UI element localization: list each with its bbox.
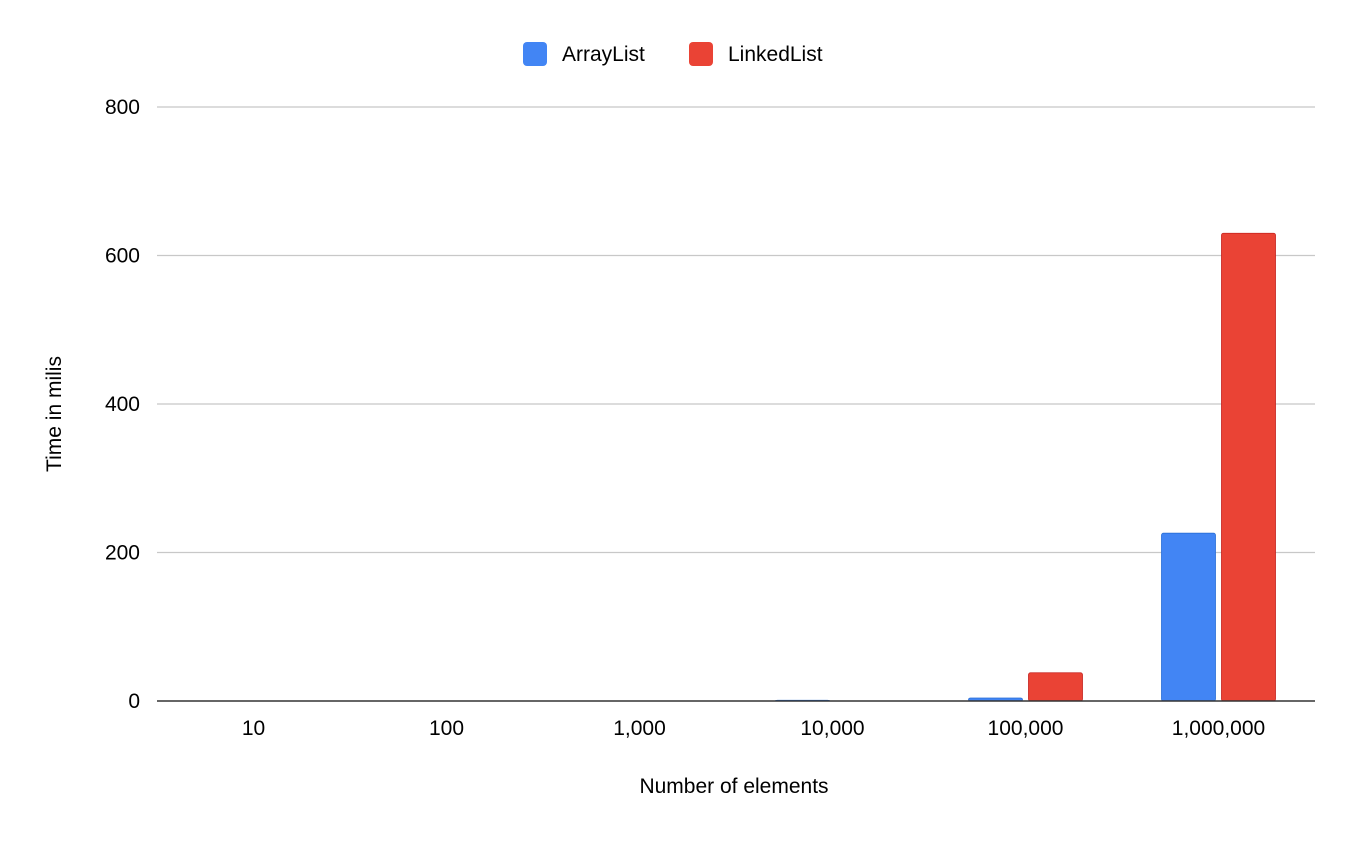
x-tick-label: 10 — [242, 717, 265, 740]
y-tick-label: 600 — [105, 245, 140, 268]
x-tick-label: 1,000,000 — [1172, 717, 1265, 740]
legend-label-arraylist[interactable]: ArrayList — [562, 43, 645, 66]
y-tick-label: 400 — [105, 393, 140, 416]
legend-label-linkedlist[interactable]: LinkedList — [728, 43, 823, 66]
x-axis-title: Number of elements — [639, 775, 828, 798]
y-tick-label: 0 — [128, 690, 140, 713]
x-tick-label: 100,000 — [988, 717, 1064, 740]
bar-linkedlist-4[interactable] — [1028, 672, 1083, 702]
bars — [775, 232, 1276, 702]
x-tick-label: 10,000 — [800, 717, 864, 740]
y-axis-title: Time in milis — [43, 356, 66, 472]
bar-arraylist-5[interactable] — [1161, 532, 1216, 702]
bar-linkedlist-5[interactable] — [1221, 232, 1276, 702]
y-tick-label: 800 — [105, 96, 140, 119]
legend-swatch-arraylist — [523, 42, 547, 66]
x-tick-label: 1,000 — [613, 717, 666, 740]
y-tick-labels: 0 200 400 600 800 — [105, 96, 140, 713]
legend[interactable]: ArrayList LinkedList — [523, 42, 823, 66]
legend-swatch-linkedlist — [689, 42, 713, 66]
x-tick-labels: 10 100 1,000 10,000 100,000 1,000,000 — [242, 717, 1265, 740]
x-tick-label: 100 — [429, 717, 464, 740]
y-tick-label: 200 — [105, 542, 140, 565]
gridlines — [157, 106, 1315, 554]
